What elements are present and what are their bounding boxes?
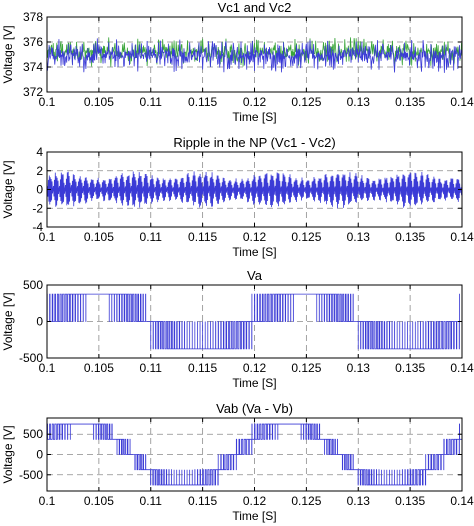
x-tick-label: 0.1: [39, 361, 56, 375]
x-tick-label: 0.14: [450, 361, 474, 375]
x-tick-label: 0.135: [395, 361, 425, 375]
y-tick-label: -4: [32, 220, 43, 234]
x-axis-label: Time [S]: [232, 110, 276, 124]
y-tick-label: 378: [23, 10, 43, 24]
x-tick-label: 0.1: [39, 230, 56, 244]
y-tick-label: 500: [23, 278, 43, 292]
x-tick-label: 0.125: [291, 95, 321, 109]
x-tick-label: 0.12: [243, 95, 267, 109]
x-tick-label: 0.14: [450, 95, 474, 109]
x-tick-label: 0.125: [291, 494, 321, 508]
x-axis-label: Time [S]: [232, 509, 276, 523]
x-tick-label: 0.14: [450, 494, 474, 508]
chart-panel-4: Vab (Va - Vb) 0.1 0.105 0.11 0.115 0.12 0.125 0…: [1, 401, 474, 523]
x-tick-label: 0.105: [84, 361, 114, 375]
y-tick-label: 0: [36, 315, 43, 329]
x-tick-label: 0.12: [243, 494, 267, 508]
x-tick-label: 0.11: [140, 494, 163, 508]
y-tick-label: -500: [19, 351, 43, 365]
x-tick-label: 0.12: [243, 361, 267, 375]
y-tick-label: 376: [23, 35, 43, 49]
y-axis-label: Voltage [V]: [1, 425, 15, 483]
series-group: [47, 423, 462, 486]
x-tick-label: 0.125: [291, 361, 321, 375]
x-tick-label: 0.13: [347, 361, 371, 375]
chart-title: Vc1 and Vc2: [218, 0, 292, 15]
x-tick-label: 0.125: [291, 230, 321, 244]
x-tick-label: 0.135: [395, 230, 425, 244]
x-tick-label: 0.11: [140, 361, 163, 375]
x-tick-label: 0.135: [395, 95, 425, 109]
x-tick-label: 0.11: [140, 95, 163, 109]
chart-title: Vab (Va - Vb): [216, 401, 293, 416]
series-group: [47, 293, 462, 350]
y-tick-label: 0: [36, 448, 43, 462]
x-axis-label: Time [S]: [232, 376, 276, 390]
x-tick-label: 0.14: [450, 230, 474, 244]
x-tick-label: 0.105: [84, 230, 114, 244]
x-tick-label: 0.135: [395, 494, 425, 508]
y-tick-label: -500: [19, 468, 43, 482]
y-axis-label: Voltage [V]: [1, 160, 15, 218]
chart-panel-1: Vc1 and Vc2 0.1 0.105 0.11 0.115 0.12 0.125 0.1…: [1, 0, 474, 124]
chart-title: Va: [247, 268, 263, 283]
chart-panel-2: Ripple in the NP (Vc1 - Vc2) 0.1 0.105 0.11…: [1, 135, 474, 259]
series-line-1: [47, 423, 462, 486]
x-tick-label: 0.115: [188, 494, 217, 508]
y-tick-label: 500: [23, 427, 43, 441]
series-line-2: [47, 38, 462, 73]
y-axis-label: Voltage [V]: [1, 25, 15, 83]
chart-panel-3: Va 0.1 0.105 0.11 0.115 0.12 0.125 0.13 0.135 0.1…: [1, 268, 474, 390]
x-tick-label: 0.11: [140, 230, 163, 244]
y-tick-label: -2: [32, 201, 43, 215]
x-tick-label: 0.13: [347, 95, 371, 109]
y-tick-label: 374: [23, 60, 43, 74]
x-tick-label: 0.115: [188, 230, 217, 244]
y-axis-label: Voltage [V]: [1, 292, 15, 350]
x-tick-label: 0.13: [347, 494, 371, 508]
y-tick-label: 2: [36, 164, 43, 178]
series-group: [47, 171, 462, 209]
x-tick-label: 0.105: [84, 95, 114, 109]
x-tick-label: 0.115: [188, 95, 217, 109]
series-group: [47, 37, 462, 73]
chart-title: Ripple in the NP (Vc1 - Vc2): [173, 135, 335, 150]
y-tick-label: 4: [36, 145, 43, 159]
x-tick-label: 0.12: [243, 230, 267, 244]
x-tick-label: 0.105: [84, 494, 114, 508]
x-tick-label: 0.1: [39, 494, 56, 508]
y-tick-label: 372: [23, 85, 43, 99]
series-line-1: [47, 171, 462, 209]
x-tick-label: 0.115: [188, 361, 217, 375]
x-tick-label: 0.13: [347, 230, 371, 244]
y-tick-label: 0: [36, 183, 43, 197]
series-line-1: [47, 293, 462, 350]
x-tick-label: 0.1: [39, 95, 56, 109]
x-axis-label: Time [S]: [232, 245, 276, 259]
